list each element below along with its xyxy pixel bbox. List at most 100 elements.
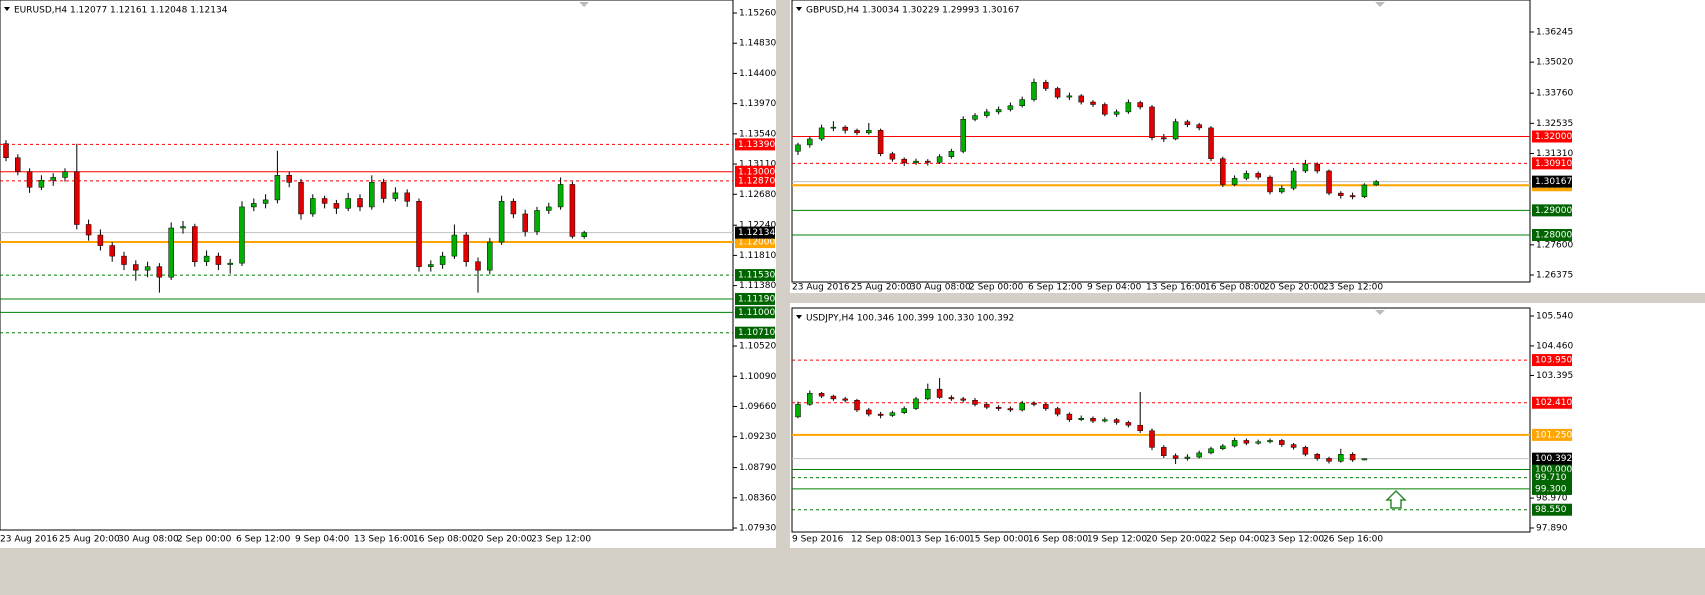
x-tick-label: 13 Sep 16:00 <box>1146 283 1206 293</box>
candle-body <box>842 398 848 401</box>
y-tick-label: 1.14400 <box>739 69 776 79</box>
level-tag <box>735 292 775 305</box>
candle-body <box>1090 418 1096 422</box>
candle-body <box>877 413 884 416</box>
x-tick-label: 2 Sep 00:00 <box>969 283 1024 293</box>
candle-body <box>1031 82 1037 100</box>
candle-body <box>1078 95 1084 103</box>
level-tag <box>1532 503 1572 516</box>
x-tick-label: 23 Sep 12:00 <box>1264 535 1324 545</box>
candle-body <box>1279 440 1285 445</box>
candle-body <box>925 388 931 400</box>
y-tick-label: 1.07930 <box>739 524 776 534</box>
last-price-label: 1.12134 <box>738 228 775 238</box>
last-price-label: 1.30167 <box>1535 177 1572 187</box>
candle-body <box>1279 187 1285 193</box>
x-tick-label: 20 Sep 20:00 <box>1146 535 1206 545</box>
candle-body <box>830 126 837 129</box>
candle-body <box>913 398 919 409</box>
candle-body <box>192 226 198 262</box>
candle-body <box>428 264 434 267</box>
candle-body <box>795 404 801 418</box>
y-tick-label: 1.11810 <box>739 251 776 261</box>
last-price-tag <box>735 226 775 239</box>
y-tick-label: 1.12680 <box>739 190 776 200</box>
candle-body <box>121 255 127 265</box>
level-tag <box>735 326 775 339</box>
x-tick-label: 25 Aug 20:00 <box>59 535 120 545</box>
x-tick-label: 13 Sep 16:00 <box>354 535 414 545</box>
x-tick-label: 16 Sep 08:00 <box>1205 283 1265 293</box>
candle-body <box>1184 121 1191 125</box>
candle-body <box>274 175 281 201</box>
candle-body <box>901 408 907 413</box>
y-tick-label: 1.11380 <box>739 281 776 291</box>
candle-body <box>877 130 884 154</box>
candle-body <box>1078 418 1084 420</box>
candle-body <box>948 151 955 157</box>
y-tick-label: 1.13110 <box>739 160 776 170</box>
candle-body <box>439 255 446 265</box>
level-label: 1.13000 <box>738 167 775 177</box>
candle-body <box>487 241 493 271</box>
candle-body <box>1184 456 1191 459</box>
x-tick-label: 26 Sep 16:00 <box>1323 535 1383 545</box>
scroll-marker <box>579 2 590 7</box>
level-label: 101.250 <box>1535 430 1572 440</box>
candle-body <box>1290 170 1297 189</box>
last-price-tag <box>1532 452 1572 465</box>
level-label: 1.30910 <box>1535 159 1572 169</box>
chart-header: USDJPY,H4 100.346 100.399 100.330 100.39… <box>806 314 1014 324</box>
level-label: 103.950 <box>1535 356 1572 366</box>
candle-body <box>1373 181 1379 186</box>
candle-body <box>984 404 990 408</box>
candle-body <box>416 201 422 267</box>
x-tick-label: 23 Aug 2016 <box>792 283 850 293</box>
y-tick-label: 1.32535 <box>1536 119 1573 129</box>
plot-frame <box>791 0 1531 283</box>
candle-body <box>1007 408 1014 411</box>
x-tick-label: 30 Aug 08:00 <box>118 535 179 545</box>
candle-body <box>1302 163 1309 172</box>
candle-body <box>26 171 33 188</box>
y-tick-label: 97.890 <box>1536 524 1568 534</box>
level-tag <box>1532 396 1572 409</box>
x-tick-label: 20 Sep 20:00 <box>1264 283 1324 293</box>
candle-body <box>1338 192 1344 196</box>
candle-body <box>854 400 860 411</box>
candle-body <box>1255 441 1261 444</box>
candle-body <box>62 171 68 178</box>
candle-body <box>1314 163 1320 172</box>
candle-body <box>215 255 222 265</box>
candle-body <box>995 406 1002 409</box>
level-tag <box>1532 130 1572 143</box>
scroll-marker <box>1375 2 1386 7</box>
y-tick-label: 1.10520 <box>739 342 776 352</box>
x-tick-label: 16 Sep 08:00 <box>1028 535 1088 545</box>
candle-body <box>392 192 399 199</box>
y-tick-label: 1.33760 <box>1536 89 1573 99</box>
candle-body <box>1231 178 1238 185</box>
level-tag <box>735 174 775 187</box>
y-tick-label: 1.14830 <box>739 39 776 49</box>
x-tick-label: 20 Sep 20:00 <box>472 535 532 545</box>
candle-body <box>1137 424 1143 431</box>
level-label: 1.11530 <box>738 271 775 281</box>
candle-body <box>1113 111 1120 115</box>
candle-body <box>1149 106 1155 138</box>
candle-body <box>889 412 896 416</box>
level-tag <box>1532 482 1572 495</box>
y-tick-label: 1.35020 <box>1536 58 1573 68</box>
y-tick-label: 1.10090 <box>739 372 776 382</box>
y-tick-label: 103.395 <box>1536 371 1573 381</box>
candle-body <box>1102 419 1108 422</box>
x-tick-label: 19 Sep 12:00 <box>1087 535 1147 545</box>
candle-body <box>854 130 860 134</box>
candle-body <box>203 255 210 262</box>
candle-body <box>97 234 104 246</box>
candle-body <box>1243 173 1250 179</box>
level-label: 1.32000 <box>1535 132 1572 142</box>
scroll-marker <box>1375 310 1386 315</box>
candle-body <box>74 171 80 225</box>
level-tag <box>1532 428 1572 441</box>
